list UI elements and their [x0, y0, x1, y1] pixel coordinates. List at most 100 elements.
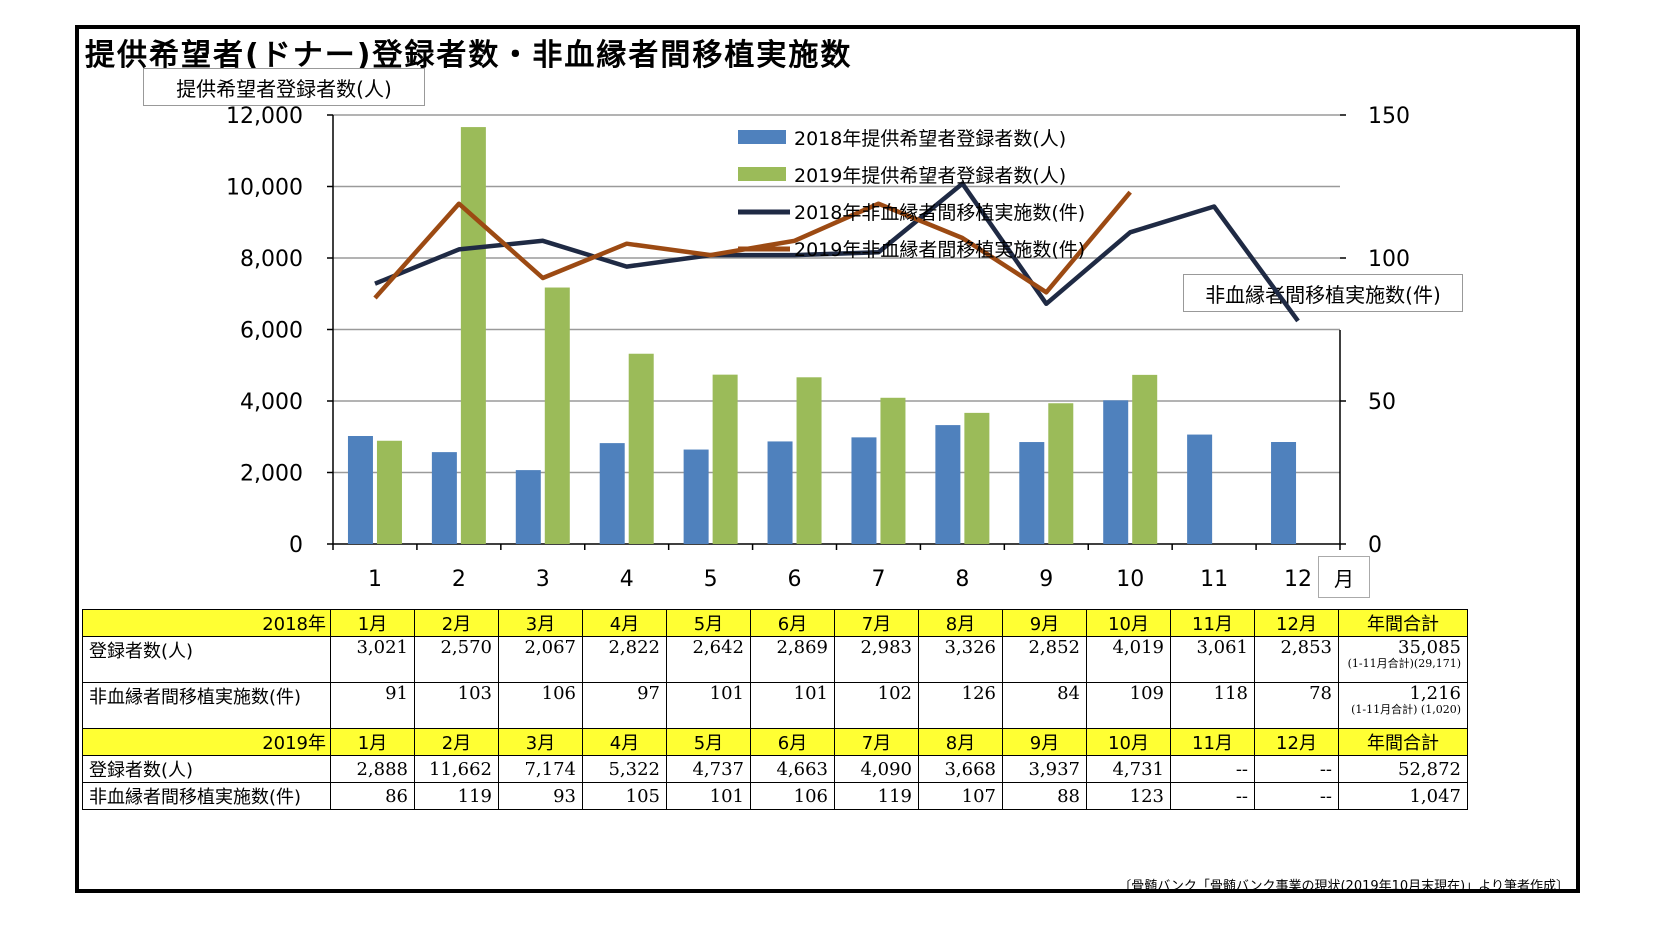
bar-2019 [376, 440, 402, 544]
table-header-2018: 2018年 1月 2月 3月 4月 5月 6月 7月 8月 9月 10月 11月… [82, 609, 1468, 637]
table-cell: 102 [834, 682, 919, 729]
x-tick-label: 6 [788, 567, 802, 592]
table-cell: 97 [582, 682, 667, 729]
bar-2018 [1187, 434, 1213, 544]
month-header: 9月 [1002, 609, 1087, 637]
table-row-tx-2019: 非血縁者間移植実施数(件) 86 119 93 105 101 106 119 … [82, 782, 1468, 810]
bar-2018 [1103, 400, 1129, 544]
total-cell: 52,872 [1338, 755, 1468, 783]
row-label: 非血縁者間移植実施数(件) [82, 682, 331, 729]
y-right-tick-label: 150 [1368, 104, 1410, 129]
month-header: 10月 [1086, 609, 1171, 637]
table-cell: 4,737 [666, 755, 751, 783]
total-header: 年間合計 [1338, 728, 1468, 756]
x-tick-label: 1 [368, 567, 382, 592]
month-header: 8月 [918, 728, 1003, 756]
table-cell: 2,983 [834, 636, 919, 683]
month-header: 1月 [330, 609, 415, 637]
bar-2018 [1271, 442, 1297, 544]
bar-2019 [964, 412, 990, 544]
month-unit-label: 月 [1318, 556, 1370, 598]
table-row-reg-2018: 登録者数(人) 3,021 2,570 2,067 2,822 2,642 2,… [82, 636, 1468, 683]
total-cell: 1,047 [1338, 782, 1468, 810]
x-tick-label: 12 [1284, 567, 1312, 592]
table-cell: 3,326 [918, 636, 1003, 683]
bar-2018 [1019, 442, 1045, 544]
year-header-2019: 2019年 [82, 728, 331, 756]
table-cell: 2,570 [414, 636, 499, 683]
month-header: 6月 [750, 728, 835, 756]
table-cell: -- [1170, 755, 1255, 783]
table-cell: 126 [918, 682, 1003, 729]
month-header: 3月 [498, 609, 583, 637]
month-header: 5月 [666, 609, 751, 637]
table-cell: 2,888 [330, 755, 415, 783]
table-cell: 78 [1254, 682, 1339, 729]
table-cell: 5,322 [582, 755, 667, 783]
table-cell: 2,853 [1254, 636, 1339, 683]
month-header: 11月 [1170, 609, 1255, 637]
y-left-tick-label: 4,000 [240, 390, 303, 415]
y-right-tick-label: 100 [1368, 247, 1410, 272]
bar-2019 [796, 377, 822, 544]
bar-2018 [935, 425, 961, 544]
y-right-tick-label: 50 [1368, 390, 1396, 415]
x-tick-label: 9 [1039, 567, 1053, 592]
total-value: 1,216 [1409, 683, 1461, 705]
x-tick-label: 3 [536, 567, 550, 592]
table-cell: 109 [1086, 682, 1171, 729]
legend-swatch [738, 167, 786, 181]
y-left-tick-label: 10,000 [226, 176, 303, 201]
table-cell: 106 [498, 682, 583, 729]
source-note: 〔骨髄バンク「骨髄バンク事業の現状(2019年10月末現在)」より筆者作成〕 [1118, 879, 1569, 894]
table-cell: 84 [1002, 682, 1087, 729]
table-cell: 4,663 [750, 755, 835, 783]
table-row-tx-2018: 非血縁者間移植実施数(件) 91 103 106 97 101 101 102 … [82, 682, 1468, 729]
month-header: 7月 [834, 609, 919, 637]
month-header: 2月 [414, 609, 499, 637]
table-cell: -- [1254, 782, 1339, 810]
table-header-2019: 2019年 1月 2月 3月 4月 5月 6月 7月 8月 9月 10月 11月… [82, 728, 1468, 756]
x-tick-label: 11 [1200, 567, 1228, 592]
table-cell: 101 [666, 682, 751, 729]
bar-2019 [544, 287, 570, 544]
page-title: 提供希望者(ドナー)登録者数・非血縁者間移植実施数 [85, 38, 853, 73]
chart: 0 2,000 4,000 6,000 8,000 10,000 12,000 0 50 100 1… [226, 104, 1410, 592]
month-header: 2月 [414, 728, 499, 756]
bar-2018 [431, 452, 457, 544]
total-header: 年間合計 [1338, 609, 1468, 637]
table-cell: 101 [666, 782, 751, 810]
legend-swatch [738, 130, 786, 144]
table-cell: 3,021 [330, 636, 415, 683]
table-cell: 93 [498, 782, 583, 810]
month-header: 5月 [666, 728, 751, 756]
table-cell: 106 [750, 782, 835, 810]
left-axis-title-box: 提供希望者登録者数(人) [143, 68, 425, 106]
month-header: 11月 [1170, 728, 1255, 756]
month-header: 4月 [582, 728, 667, 756]
bar-2019 [628, 353, 654, 544]
table-cell: 2,852 [1002, 636, 1087, 683]
x-tick-label: 10 [1116, 567, 1144, 592]
bar-2019 [880, 397, 906, 544]
legend-label: 2019年非血縁者間移植実施数(件) [794, 239, 1085, 261]
table-cell: 11,662 [414, 755, 499, 783]
month-header: 12月 [1254, 609, 1339, 637]
total-cell: 1,216 (1-11月合計) (1,020) [1338, 682, 1468, 729]
table-cell: 101 [750, 682, 835, 729]
table-cell: 119 [414, 782, 499, 810]
x-tick-label: 8 [955, 567, 969, 592]
bar-2019 [1048, 403, 1074, 544]
row-label: 登録者数(人) [82, 636, 331, 683]
bar-2019 [1132, 374, 1158, 544]
table-cell: 4,019 [1086, 636, 1171, 683]
table-cell: 4,731 [1086, 755, 1171, 783]
bar-2018 [599, 443, 625, 544]
table-cell: 86 [330, 782, 415, 810]
table-cell: 118 [1170, 682, 1255, 729]
table-cell: 123 [1086, 782, 1171, 810]
table-cell: 107 [918, 782, 1003, 810]
month-header: 4月 [582, 609, 667, 637]
y-right-tick-label: 0 [1368, 533, 1382, 558]
data-table: 2018年 1月 2月 3月 4月 5月 6月 7月 8月 9月 10月 11月… [82, 609, 1468, 810]
